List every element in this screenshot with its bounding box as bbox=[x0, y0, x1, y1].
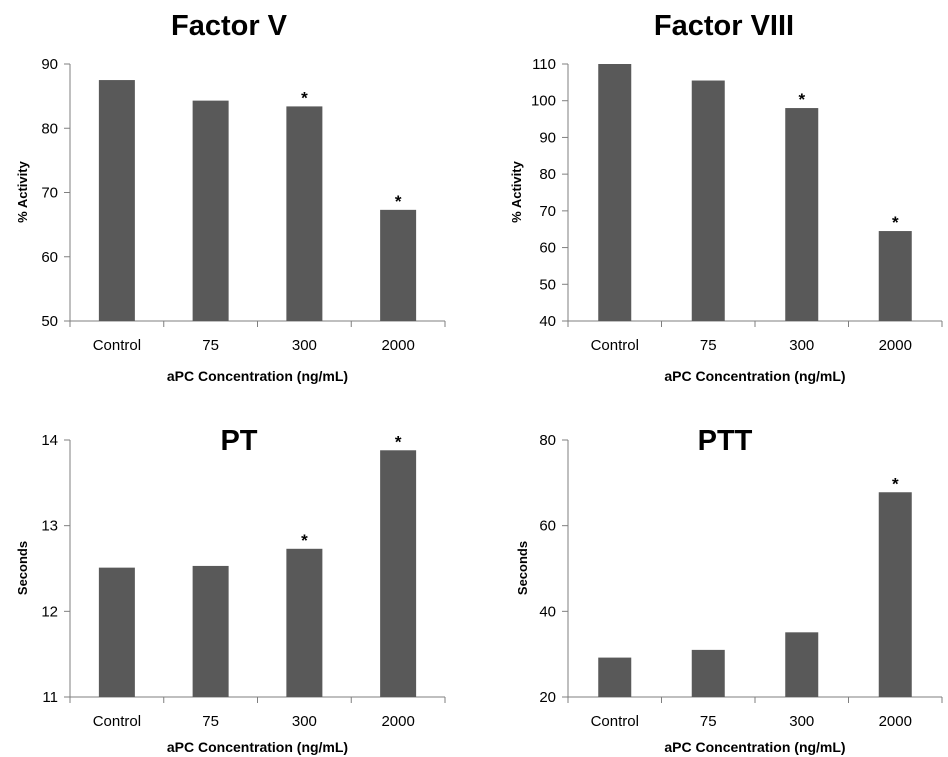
x-tick-label: 75 bbox=[202, 713, 219, 730]
significance-marker: * bbox=[798, 90, 805, 109]
y-tick-label: 50 bbox=[41, 313, 58, 330]
chart-ptt: PTT 20 40 60 80 Control 75 300 2000 * aPC Concentr… bbox=[515, 425, 943, 755]
y-tick-label: 110 bbox=[532, 56, 556, 73]
y-tick-label: 70 bbox=[539, 203, 556, 220]
y-axis-label: Seconds bbox=[515, 541, 530, 595]
x-tick-label: 300 bbox=[292, 713, 317, 730]
x-tick-label: 2000 bbox=[381, 337, 414, 354]
chart-title: Factor V bbox=[171, 10, 288, 42]
x-tick-label: Control bbox=[591, 713, 639, 730]
y-tick-label: 60 bbox=[41, 249, 58, 266]
y-tick-label: 60 bbox=[539, 518, 556, 535]
chart-factor-v: Factor V 50 60 70 80 90 Control 75 300 * 2000 * aPC … bbox=[15, 10, 446, 384]
bar-75 bbox=[691, 649, 725, 697]
y-tick-label: 80 bbox=[539, 432, 556, 449]
bar-control bbox=[98, 80, 135, 321]
significance-marker: * bbox=[892, 474, 899, 493]
y-axis-label: Seconds bbox=[15, 541, 30, 595]
chart-title: Factor VIII bbox=[654, 10, 794, 42]
x-tick-label: 2000 bbox=[381, 713, 414, 730]
significance-marker: * bbox=[395, 432, 402, 451]
y-tick-label: 20 bbox=[539, 689, 556, 706]
bar-2000 bbox=[380, 450, 417, 697]
x-axis-label: aPC Concentration (ng/mL) bbox=[167, 368, 348, 384]
x-tick-label: 300 bbox=[292, 337, 317, 354]
y-tick-label: 13 bbox=[41, 518, 58, 535]
y-tick-label: 80 bbox=[41, 120, 58, 137]
y-tick-label: 70 bbox=[41, 185, 58, 202]
x-axis-label: aPC Concentration (ng/mL) bbox=[167, 739, 348, 755]
x-axis-label: aPC Concentration (ng/mL) bbox=[664, 739, 845, 755]
y-tick-label: 60 bbox=[539, 240, 556, 257]
y-tick-label: 100 bbox=[531, 93, 556, 110]
x-tick-label: 2000 bbox=[879, 337, 912, 354]
x-tick-label: 75 bbox=[700, 337, 717, 354]
y-tick-label: 90 bbox=[41, 56, 58, 73]
x-tick-label: 75 bbox=[202, 337, 219, 354]
bar-75 bbox=[192, 565, 229, 697]
x-tick-label: 75 bbox=[700, 713, 717, 730]
chart-pt: PT 11 12 13 14 Control 75 300 * 2000 * aPC Concentr… bbox=[15, 425, 446, 755]
bar-75 bbox=[192, 100, 229, 321]
y-tick-label: 90 bbox=[539, 129, 556, 146]
bar-control bbox=[598, 64, 632, 321]
bar-300 bbox=[785, 108, 819, 321]
y-tick-label: 12 bbox=[41, 603, 58, 620]
significance-marker: * bbox=[395, 192, 402, 211]
x-tick-label: Control bbox=[93, 337, 141, 354]
chart-title: PTT bbox=[698, 425, 753, 457]
bar-300 bbox=[785, 632, 819, 697]
x-tick-label: 300 bbox=[789, 713, 814, 730]
y-tick-label: 40 bbox=[539, 313, 556, 330]
bar-2000 bbox=[878, 231, 912, 321]
x-tick-label: Control bbox=[591, 337, 639, 354]
bar-300 bbox=[286, 106, 323, 321]
bar-control bbox=[98, 567, 135, 697]
bar-2000 bbox=[380, 209, 417, 321]
bar-control bbox=[598, 657, 632, 697]
y-tick-label: 40 bbox=[539, 603, 556, 620]
x-tick-label: Control bbox=[93, 713, 141, 730]
y-tick-label: 11 bbox=[42, 689, 58, 706]
bar-300 bbox=[286, 548, 323, 697]
y-axis-label: % Activity bbox=[509, 160, 524, 222]
x-tick-label: 300 bbox=[789, 337, 814, 354]
significance-marker: * bbox=[301, 88, 308, 107]
significance-marker: * bbox=[892, 213, 899, 232]
bar-2000 bbox=[878, 492, 912, 697]
chart-factor-viii: Factor VIII 40 50 60 70 80 90 100 110 Control 75 30… bbox=[509, 10, 943, 384]
chart-title: PT bbox=[220, 425, 257, 457]
x-axis-label: aPC Concentration (ng/mL) bbox=[664, 368, 845, 384]
y-axis-label: % Activity bbox=[15, 160, 30, 222]
y-tick-label: 50 bbox=[539, 276, 556, 293]
y-tick-label: 80 bbox=[539, 166, 556, 183]
y-tick-label: 14 bbox=[41, 432, 58, 449]
x-tick-label: 2000 bbox=[879, 713, 912, 730]
bar-75 bbox=[691, 80, 725, 322]
significance-marker: * bbox=[301, 531, 308, 550]
